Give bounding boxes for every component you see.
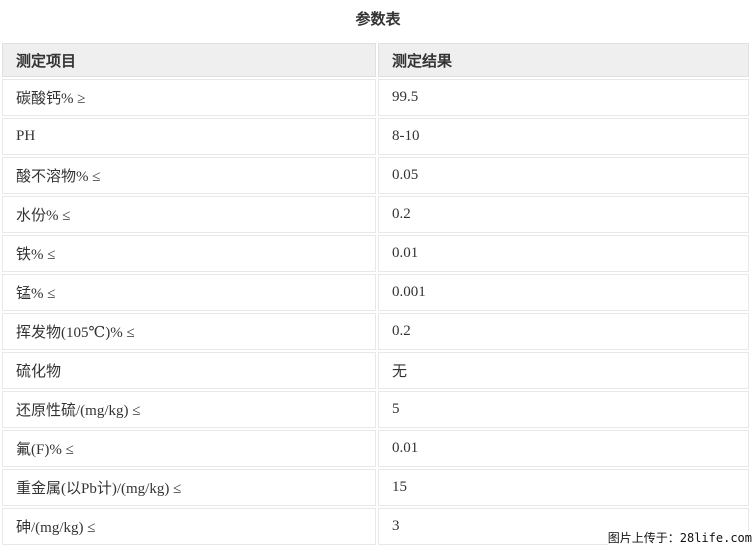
item-cell: 锰% ≤ [2, 274, 376, 311]
item-cell: 氟(F)% ≤ [2, 430, 376, 467]
table-row: 氟(F)% ≤0.01 [2, 430, 749, 467]
table-row: 水份% ≤0.2 [2, 196, 749, 233]
table-row: 碳酸钙% ≥99.5 [2, 79, 749, 116]
parameter-table: 测定项目 测定结果 碳酸钙% ≥99.5 PH 8-10 酸不溶物% ≤0.05 水份%… [0, 41, 751, 547]
item-cell: 砷/(mg/kg) ≤ [2, 508, 376, 545]
result-cell: 0.2 [378, 313, 749, 350]
result-cell: 15 [378, 469, 749, 506]
item-cell: 铁% ≤ [2, 235, 376, 272]
result-cell: 99.5 [378, 79, 749, 116]
table-row: PH 8-10 [2, 118, 749, 155]
table-row: 酸不溶物% ≤0.05 [2, 157, 749, 194]
table-row: 挥发物(105℃)% ≤0.2 [2, 313, 749, 350]
table-body: 碳酸钙% ≥99.5 PH 8-10 酸不溶物% ≤0.05 水份% ≤0.2 铁% ≤0… [2, 79, 749, 545]
table-header-row: 测定项目 测定结果 [2, 43, 749, 77]
item-cell: 重金属(以Pb计)/(mg/kg) ≤ [2, 469, 376, 506]
item-cell: 酸不溶物% ≤ [2, 157, 376, 194]
page-title: 参数表 [355, 11, 401, 28]
item-cell: 挥发物(105℃)% ≤ [2, 313, 376, 350]
result-cell: 0.001 [378, 274, 749, 311]
item-cell: 还原性硫/(mg/kg) ≤ [2, 391, 376, 428]
result-cell: 0.2 [378, 196, 749, 233]
table-row: 重金属(以Pb计)/(mg/kg) ≤15 [2, 469, 749, 506]
table-row: 硫化物无 [2, 352, 749, 389]
table-row: 锰% ≤0.001 [2, 274, 749, 311]
result-cell: 无 [378, 352, 749, 389]
result-cell: 5 [378, 391, 749, 428]
item-cell: PH [2, 118, 376, 155]
table-row: 铁% ≤0.01 [2, 235, 749, 272]
item-cell: 水份% ≤ [2, 196, 376, 233]
result-cell: 8-10 [378, 118, 749, 155]
column-header-result: 测定结果 [378, 43, 749, 77]
table-row: 还原性硫/(mg/kg) ≤5 [2, 391, 749, 428]
item-cell: 硫化物 [2, 352, 376, 389]
item-cell: 碳酸钙% ≥ [2, 79, 376, 116]
result-cell: 0.05 [378, 157, 749, 194]
result-cell: 0.01 [378, 430, 749, 467]
column-header-item: 测定项目 [2, 43, 376, 77]
result-cell: 0.01 [378, 235, 749, 272]
watermark-text: 图片上传于：28life.com [607, 531, 752, 545]
